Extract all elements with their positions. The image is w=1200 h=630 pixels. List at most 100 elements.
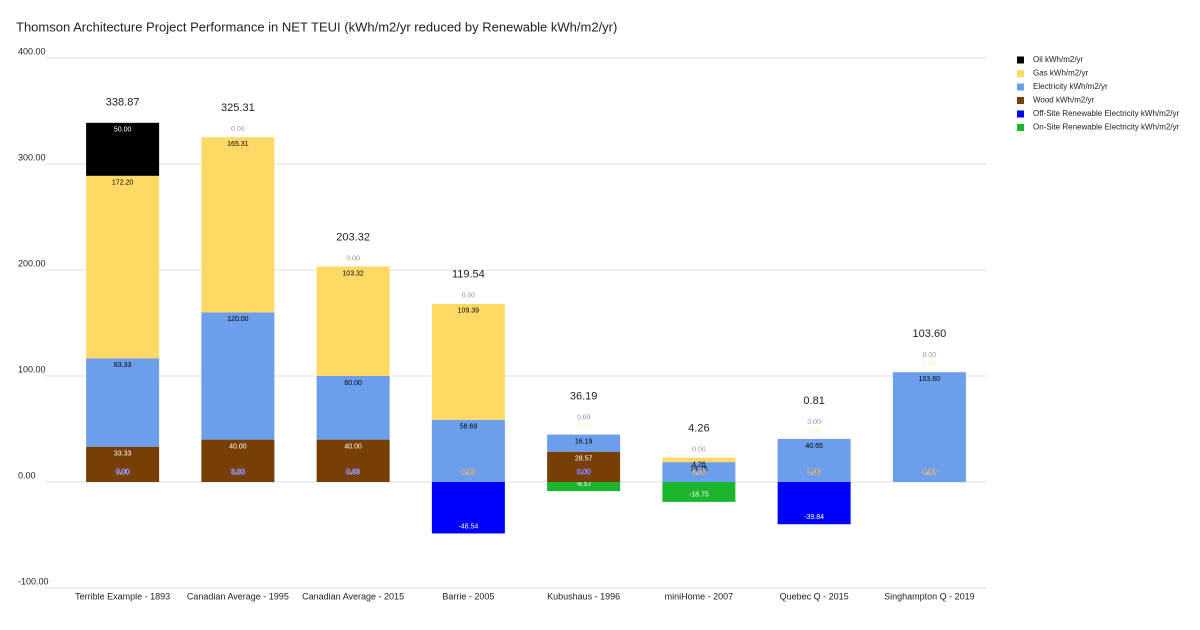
legend-label: Off-Site Renewable Electricity kWh/m2/yr xyxy=(1033,109,1179,118)
value-label: 0.00 xyxy=(692,446,706,453)
legend-label: Wood kWh/m2/yr xyxy=(1033,96,1095,105)
y-tick-label: -100.00 xyxy=(18,576,49,586)
bar-segment xyxy=(316,376,390,440)
legend-label: Electricity kWh/m2/yr xyxy=(1033,82,1108,91)
y-tick-label: 200.00 xyxy=(18,258,46,268)
value-label: 58.69 xyxy=(460,424,478,431)
bar-segment xyxy=(662,457,736,463)
bar-segment xyxy=(662,462,736,482)
total-label: 36.19 xyxy=(570,390,598,402)
value-label: 0.00 xyxy=(923,352,937,359)
bar-segment xyxy=(201,137,275,313)
legend-swatch xyxy=(1017,83,1024,91)
value-label: 0.00 xyxy=(116,469,130,476)
y-tick-label: 0.00 xyxy=(18,470,36,480)
total-label: 103.60 xyxy=(913,328,947,340)
bar-segment xyxy=(431,303,505,420)
value-label: 0.00 xyxy=(577,469,591,476)
bar-segment xyxy=(547,482,621,492)
value-label: 109.39 xyxy=(458,308,480,315)
y-tick-label: 300.00 xyxy=(18,152,46,162)
bar-segment xyxy=(431,419,505,482)
value-label: 33.33 xyxy=(114,451,132,458)
value-label: 16.19 xyxy=(575,438,593,445)
value-label: 18.75 xyxy=(690,466,708,473)
value-label: 0.00 xyxy=(462,469,476,476)
value-label: 0.00 xyxy=(577,423,591,430)
x-tick-label: Quebec Q - 2015 xyxy=(780,591,849,601)
bar-segment xyxy=(777,482,851,525)
value-label: 0.00 xyxy=(807,469,821,476)
value-label: 0.00 xyxy=(923,469,937,476)
value-label: 0.00 xyxy=(807,469,821,476)
bar-segment xyxy=(86,175,160,359)
bar-segment xyxy=(547,451,621,482)
y-tick-label: 400.00 xyxy=(18,46,46,56)
value-label: 0.00 xyxy=(923,469,937,476)
y-tick-label: 100.00 xyxy=(18,364,46,374)
x-tick-label: Kubushaus - 1996 xyxy=(547,591,620,601)
value-label: 0.00 xyxy=(923,469,937,476)
bar-segment xyxy=(201,312,275,440)
legend-label: Gas kWh/m2/yr xyxy=(1033,69,1088,78)
legend-label: Oil kWh/m2/yr xyxy=(1033,55,1084,64)
total-label: 325.31 xyxy=(221,102,255,114)
bar-segment xyxy=(86,358,160,447)
x-tick-label: Terrible Example - 1893 xyxy=(75,591,170,601)
value-label: -48.54 xyxy=(458,523,478,530)
value-label: 40.00 xyxy=(229,443,247,450)
value-label: 0.00 xyxy=(462,469,476,476)
value-label: 120.00 xyxy=(227,316,249,323)
bar-segment xyxy=(547,434,621,452)
value-label: 0.00 xyxy=(923,361,937,368)
value-label: 0.00 xyxy=(692,469,706,476)
value-label: 0.00 xyxy=(462,293,476,300)
value-label: 60.00 xyxy=(344,380,362,387)
legend-swatch xyxy=(1017,56,1024,64)
total-label: 203.32 xyxy=(336,231,370,243)
bar-segment xyxy=(892,372,966,482)
x-tick-label: Barrie - 2005 xyxy=(442,591,494,601)
value-label: 0.00 xyxy=(807,428,821,435)
value-label: 103.60 xyxy=(919,376,941,383)
value-label: 0.00 xyxy=(346,255,360,262)
value-label: 165.31 xyxy=(227,141,249,148)
legend-swatch xyxy=(1017,97,1024,104)
legend-swatch xyxy=(1017,70,1024,77)
value-label: 0.00 xyxy=(692,469,706,476)
value-label: -39.84 xyxy=(804,514,824,521)
value-label: 50.00 xyxy=(114,127,132,134)
bar-segment xyxy=(431,482,505,534)
value-label: 28.57 xyxy=(575,456,593,463)
x-tick-label: Singhampton Q - 2019 xyxy=(884,591,975,601)
value-label: 40.00 xyxy=(344,443,362,450)
bar-segment xyxy=(316,266,390,376)
legend-label: On-Site Renewable Electricity kWh/m2/yr xyxy=(1033,123,1180,132)
value-label: 0.00 xyxy=(346,469,360,476)
total-label: 4.26 xyxy=(688,423,709,435)
bar-segment xyxy=(316,439,390,482)
value-label: 0.00 xyxy=(231,469,245,476)
bar-segment xyxy=(662,482,736,502)
total-label: 119.54 xyxy=(452,269,485,281)
total-label: 338.87 xyxy=(106,97,140,109)
value-label: 0.00 xyxy=(807,419,821,426)
bar-segment xyxy=(86,446,160,482)
x-tick-label: Canadian Average - 2015 xyxy=(302,591,404,601)
bar-segment xyxy=(777,438,851,482)
value-label: 0.00 xyxy=(346,469,360,476)
bar-segment xyxy=(201,439,275,482)
value-label: 103.32 xyxy=(342,270,364,277)
value-label: -18.75 xyxy=(689,492,709,499)
value-label: 83.33 xyxy=(114,362,132,369)
x-tick-label: miniHome - 2007 xyxy=(665,591,734,601)
value-label: 40.65 xyxy=(805,443,823,450)
value-label: 0.00 xyxy=(116,469,130,476)
value-label: 172.20 xyxy=(112,180,134,187)
chart-title: Thomson Architecture Project Performance… xyxy=(16,19,617,34)
value-label: 0.00 xyxy=(231,469,245,476)
value-label: 0.00 xyxy=(577,414,591,421)
x-tick-label: Canadian Average - 1995 xyxy=(187,591,289,601)
bar-segment xyxy=(86,122,160,176)
